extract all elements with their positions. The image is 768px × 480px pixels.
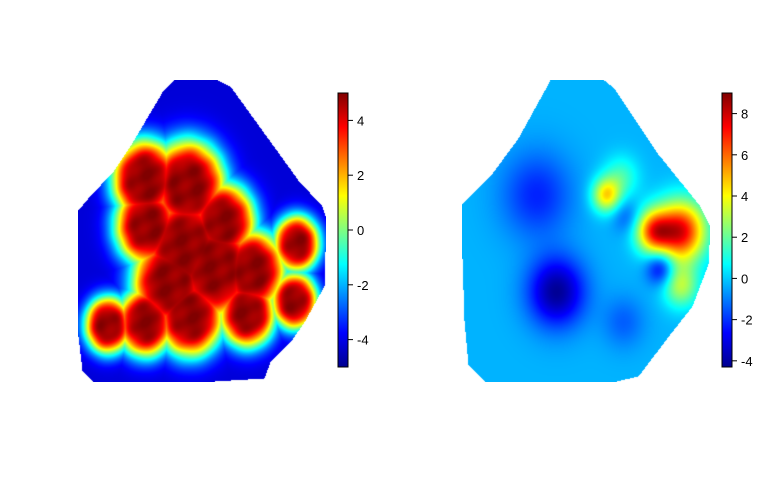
colorbar-right-tick-label: -2 — [741, 313, 753, 328]
colorbar-right-tick-label: 8 — [741, 107, 748, 122]
colorbar-left-tick-label: 2 — [357, 168, 364, 183]
colorbar-left-tick-label: 4 — [357, 113, 364, 128]
heatmap-left-raster — [78, 80, 326, 382]
colorbar-left-tick-label: 0 — [357, 223, 364, 238]
colorbar-left-gradient — [338, 93, 348, 367]
heatmap-left — [78, 80, 326, 382]
colorbar-right: 8 6 4 2 0 -2 -4 — [721, 92, 753, 369]
colorbar-right-tick-label: 6 — [741, 148, 748, 163]
colorbar-right-gradient — [722, 93, 732, 367]
colorbar-right-frame — [721, 92, 733, 368]
colorbar-right-ticks: 8 6 4 2 0 -2 -4 — [732, 107, 753, 369]
colorbar-right-tick-label: 0 — [741, 271, 748, 286]
colorbar-left: 4 2 0 -2 -4 — [337, 92, 369, 368]
colorbar-left-ticks: 4 2 0 -2 -4 — [348, 113, 369, 348]
colorbar-left-tick-label: -2 — [357, 278, 369, 293]
colorbar-right-tick-label: 4 — [741, 189, 748, 204]
heatmap-right-raster — [462, 80, 710, 382]
colorbar-left-tick-label: -4 — [357, 333, 369, 348]
heatmap-right — [462, 80, 710, 382]
colorbar-right-tick-label: 2 — [741, 230, 748, 245]
colorbar-right-tick-label: -4 — [741, 354, 753, 369]
